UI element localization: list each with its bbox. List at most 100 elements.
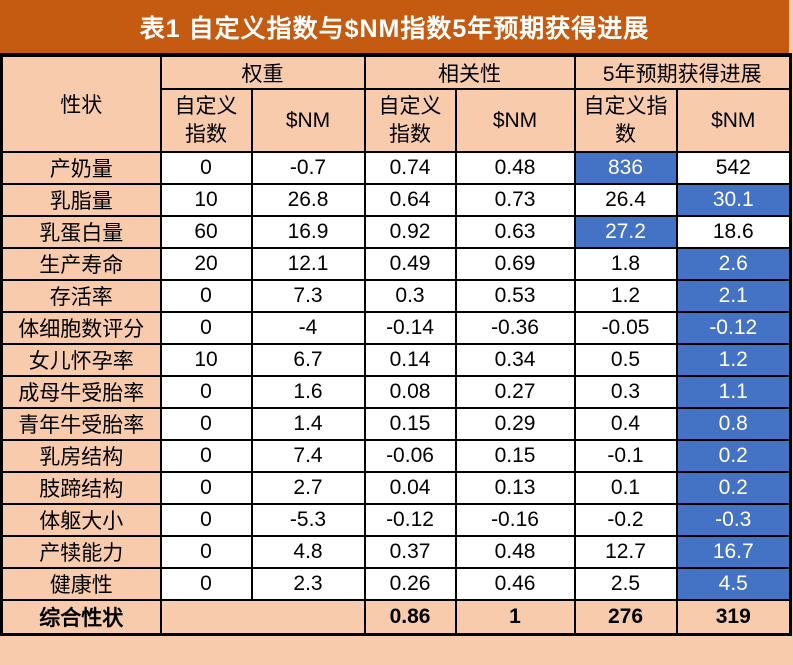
weight-custom-cell: 0 xyxy=(159,439,253,473)
table-row: 女儿怀孕率 10 6.7 0.14 0.34 0.5 1.2 xyxy=(0,343,792,377)
gain-custom-cell: 2.5 xyxy=(573,567,678,601)
weight-nm-cell: 6.7 xyxy=(250,343,366,377)
gain-nm-cell: 4.5 xyxy=(675,567,792,601)
table-row: 体细胞数评分 0 -4 -0.14 -0.36 -0.05 -0.12 xyxy=(0,311,792,345)
weight-nm-header: $NM xyxy=(250,88,366,153)
trait-cell: 存活率 xyxy=(0,279,162,313)
correlation-custom-cell: 0.37 xyxy=(363,535,457,569)
correlation-nm-cell: -0.16 xyxy=(454,503,576,537)
gain-nm-header: $NM xyxy=(675,88,792,153)
gain-custom-cell: -0.2 xyxy=(573,503,678,537)
trait-cell: 成母牛受胎率 xyxy=(0,375,162,409)
table-row: 产犊能力 0 4.8 0.37 0.48 12.7 16.7 xyxy=(0,535,792,569)
correlation-custom-cell: 0.49 xyxy=(363,247,457,281)
gain-nm-cell: 542 xyxy=(675,151,792,185)
weight-custom-header: 自定义 指数 xyxy=(159,88,253,153)
weight-custom-cell: 0 xyxy=(159,311,253,345)
total-correlation-nm-cell: 1 xyxy=(454,599,576,635)
gain-nm-cell: 1.2 xyxy=(675,343,792,377)
correlation-nm-cell: 0.53 xyxy=(454,279,576,313)
correlation-nm-cell: 0.63 xyxy=(454,215,576,249)
gain-nm-cell: -0.12 xyxy=(675,311,792,345)
weight-custom-cell: 60 xyxy=(159,215,253,249)
correlation-custom-cell: -0.06 xyxy=(363,439,457,473)
weight-custom-cell: 0 xyxy=(159,407,253,441)
correlation-nm-cell: 0.34 xyxy=(454,343,576,377)
table-row: 乳房结构 0 7.4 -0.06 0.15 -0.1 0.2 xyxy=(0,439,792,473)
trait-cell: 产犊能力 xyxy=(0,535,162,569)
weight-nm-cell: -5.3 xyxy=(250,503,366,537)
gain-custom-cell: 26.4 xyxy=(573,183,678,217)
correlation-nm-cell: 0.69 xyxy=(454,247,576,281)
trait-cell: 女儿怀孕率 xyxy=(0,343,162,377)
weight-nm-cell: 26.8 xyxy=(250,183,366,217)
group-header-row: 性状 权重 相关性 5年预期获得进展 xyxy=(0,54,792,153)
weight-nm-cell: 2.7 xyxy=(250,471,366,505)
correlation-custom-cell: -0.14 xyxy=(363,311,457,345)
gain-custom-cell: 836 xyxy=(573,151,678,185)
total-gain-custom-cell: 276 xyxy=(573,599,678,635)
correlation-custom-cell: 0.14 xyxy=(363,343,457,377)
gain-custom-cell: 12.7 xyxy=(573,535,678,569)
correlation-nm-cell: 0.27 xyxy=(454,375,576,409)
gain-custom-cell: 27.2 xyxy=(573,215,678,249)
gain-custom-cell: 0.1 xyxy=(573,471,678,505)
weight-custom-cell: 0 xyxy=(159,471,253,505)
correlation-nm-cell: 0.48 xyxy=(454,535,576,569)
table-row: 肢蹄结构 0 2.7 0.04 0.13 0.1 0.2 xyxy=(0,471,792,505)
correlation-custom-cell: 0.92 xyxy=(363,215,457,249)
weight-nm-cell: -4 xyxy=(250,311,366,345)
trait-cell: 体躯大小 xyxy=(0,503,162,537)
weight-custom-cell: 0 xyxy=(159,535,253,569)
weight-custom-cell: 0 xyxy=(159,375,253,409)
correlation-nm-cell: 0.48 xyxy=(454,151,576,185)
gain-custom-cell: 1.2 xyxy=(573,279,678,313)
trait-column-header: 性状 xyxy=(0,54,162,153)
gain-group-header: 5年预期获得进展 xyxy=(573,54,792,90)
index-comparison-table: 性状 权重 相关性 5年预期获得进展 自定义 指数 $NM 自定义 指数 $NM… xyxy=(0,53,792,636)
table-row: 乳蛋白量 60 16.9 0.92 0.63 27.2 18.6 xyxy=(0,215,792,249)
gain-nm-cell: 0.2 xyxy=(675,471,792,505)
correlation-nm-header: $NM xyxy=(454,88,576,153)
gain-custom-header: 自定义指 数 xyxy=(573,88,678,153)
weight-nm-cell: 16.9 xyxy=(250,215,366,249)
gain-nm-cell: 0.8 xyxy=(675,407,792,441)
gain-nm-cell: 16.7 xyxy=(675,535,792,569)
table-row: 生产寿命 20 12.1 0.49 0.69 1.8 2.6 xyxy=(0,247,792,281)
table-body: 产奶量 0 -0.7 0.74 0.48 836 542 乳脂量 10 26.8 0.64 0.73 2… xyxy=(0,151,792,601)
weight-custom-cell: 0 xyxy=(159,567,253,601)
correlation-custom-cell: 0.15 xyxy=(363,407,457,441)
gain-nm-cell: 1.1 xyxy=(675,375,792,409)
weight-nm-cell: 2.3 xyxy=(250,567,366,601)
gain-nm-cell: 30.1 xyxy=(675,183,792,217)
trait-cell: 乳蛋白量 xyxy=(0,215,162,249)
correlation-custom-header: 自定义 指数 xyxy=(363,88,457,153)
weight-custom-cell: 10 xyxy=(159,183,253,217)
correlation-nm-cell: 0.15 xyxy=(454,439,576,473)
table-row: 存活率 0 7.3 0.3 0.53 1.2 2.1 xyxy=(0,279,792,313)
total-gain-nm-cell: 319 xyxy=(675,599,792,635)
weight-nm-cell: 12.1 xyxy=(250,247,366,281)
weight-nm-cell: 7.3 xyxy=(250,279,366,313)
correlation-nm-cell: 0.73 xyxy=(454,183,576,217)
gain-custom-cell: 0.3 xyxy=(573,375,678,409)
gain-custom-cell: 0.5 xyxy=(573,343,678,377)
trait-cell: 肢蹄结构 xyxy=(0,471,162,505)
correlation-custom-cell: 0.26 xyxy=(363,567,457,601)
weight-custom-cell: 20 xyxy=(159,247,253,281)
trait-cell: 乳脂量 xyxy=(0,183,162,217)
gain-custom-cell: -0.05 xyxy=(573,311,678,345)
weight-custom-cell: 10 xyxy=(159,343,253,377)
weight-nm-cell: -0.7 xyxy=(250,151,366,185)
weight-nm-cell: 7.4 xyxy=(250,439,366,473)
total-correlation-custom-cell: 0.86 xyxy=(363,599,457,635)
correlation-nm-cell: 0.13 xyxy=(454,471,576,505)
sub-header-row: 自定义 指数 $NM 自定义 指数 $NM 自定义指 数 $NM xyxy=(2,88,792,153)
weight-nm-cell: 1.6 xyxy=(250,375,366,409)
gain-custom-cell: 1.8 xyxy=(573,247,678,281)
trait-cell: 生产寿命 xyxy=(0,247,162,281)
table-row: 青年牛受胎率 0 1.4 0.15 0.29 0.4 0.8 xyxy=(0,407,792,441)
correlation-nm-cell: 0.46 xyxy=(454,567,576,601)
weight-nm-cell: 4.8 xyxy=(250,535,366,569)
